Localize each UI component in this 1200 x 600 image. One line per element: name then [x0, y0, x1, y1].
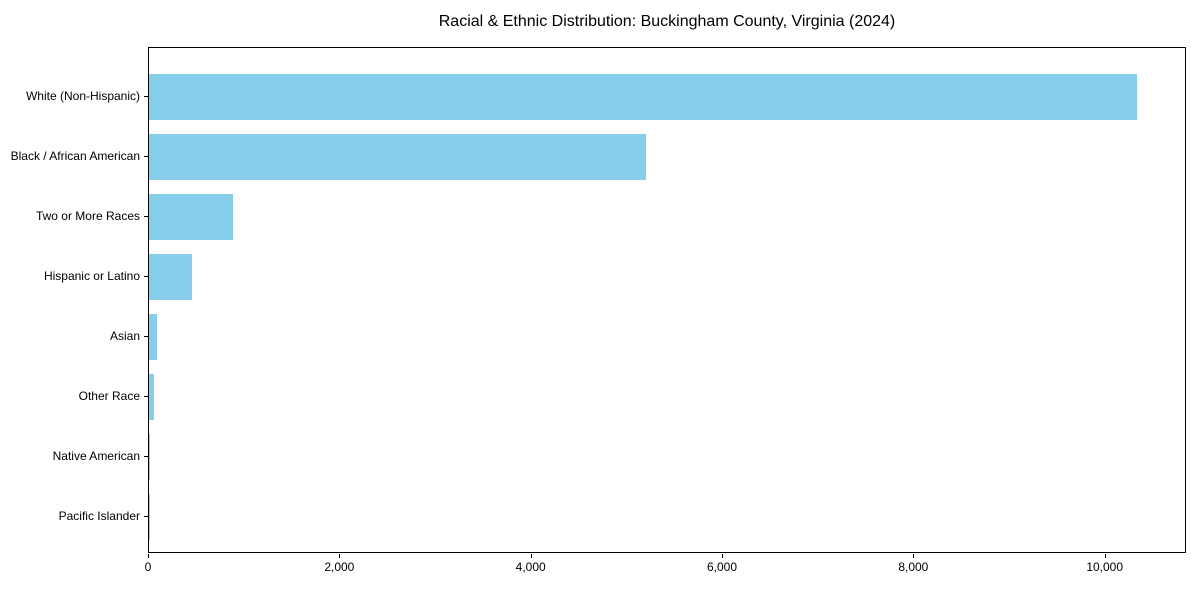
- x-tick-mark: [339, 554, 341, 558]
- y-tick-mark: [144, 336, 148, 337]
- y-tick-mark: [144, 216, 148, 217]
- y-axis-label: Black / African American: [10, 149, 140, 163]
- x-axis-label: 2,000: [324, 560, 355, 574]
- y-axis-label: Other Race: [78, 389, 140, 403]
- chart-title: Racial & Ethnic Distribution: Buckingham…: [438, 13, 896, 30]
- y-tick-mark: [144, 456, 148, 457]
- plot-area: [148, 47, 1186, 553]
- y-tick-mark: [144, 276, 148, 277]
- x-axis-label: 4,000: [515, 560, 546, 574]
- bar: [149, 314, 157, 360]
- x-tick-mark: [722, 554, 723, 558]
- x-axis-label: 10,000: [1086, 560, 1124, 574]
- bar: [149, 374, 155, 420]
- x-tick-mark: [913, 554, 915, 558]
- bar: [149, 194, 233, 240]
- x-axis-label: 6,000: [706, 560, 738, 574]
- x-tick-mark: [148, 554, 149, 558]
- y-axis-label: Asian: [109, 329, 140, 343]
- y-tick-mark: [144, 516, 148, 517]
- y-axis-label: Two or More Races: [35, 209, 140, 223]
- y-axis-label: White (Non-Hispanic): [25, 89, 140, 103]
- y-axis-label: Hispanic or Latino: [43, 269, 140, 283]
- bar: [149, 74, 1138, 120]
- bar: [149, 134, 646, 180]
- bar: [149, 434, 151, 480]
- y-tick-mark: [144, 96, 148, 97]
- x-axis-label: 0: [144, 560, 152, 574]
- bar: [149, 254, 193, 300]
- x-axis-label: 8,000: [898, 560, 929, 574]
- x-tick-mark: [530, 554, 532, 558]
- y-tick-mark: [144, 396, 148, 397]
- y-axis-label: Pacific Islander: [58, 509, 140, 523]
- y-tick-mark: [144, 156, 148, 157]
- y-axis-label: Native American: [52, 449, 140, 463]
- x-tick-mark: [1104, 554, 1106, 558]
